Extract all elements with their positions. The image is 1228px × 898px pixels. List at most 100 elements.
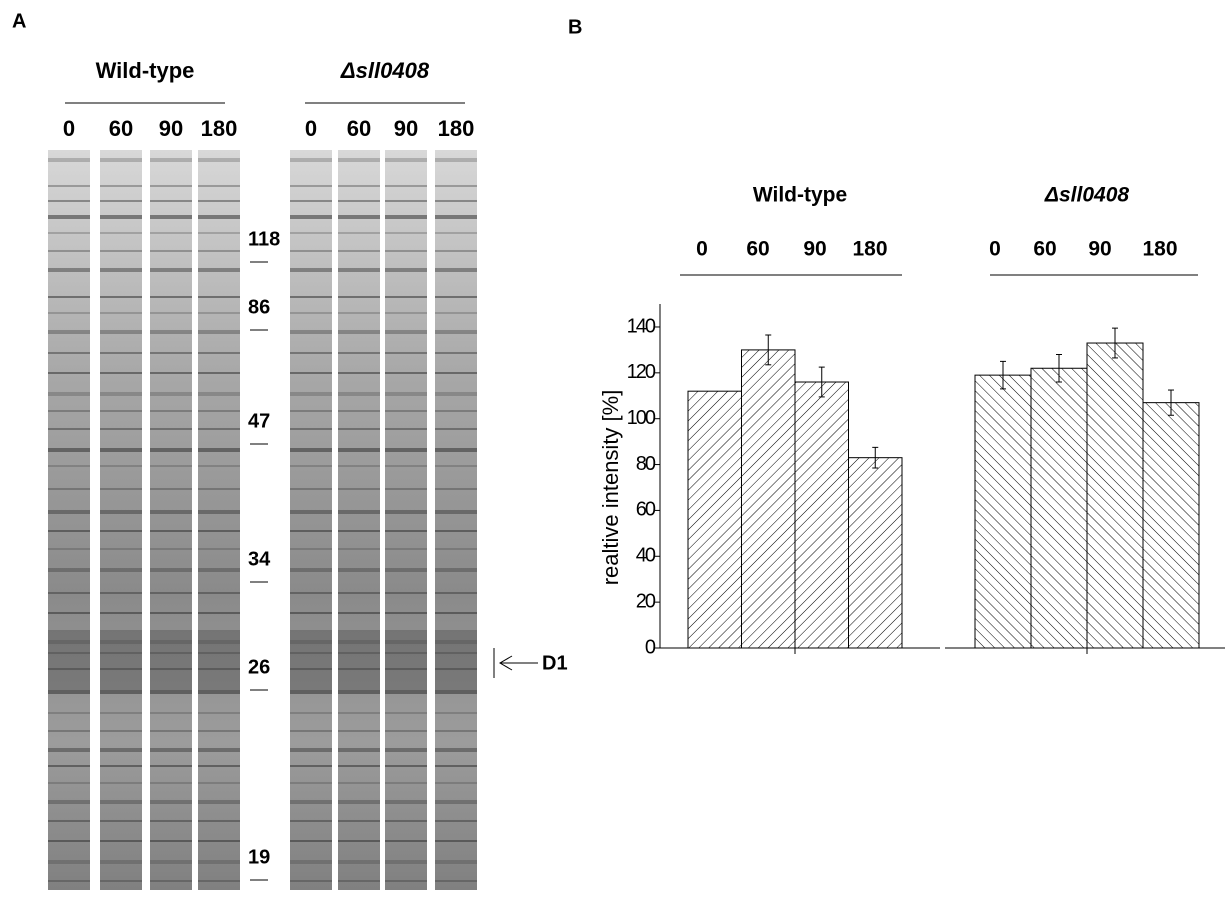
gel-band bbox=[435, 465, 477, 467]
gel-band bbox=[338, 448, 380, 452]
gel-d1 bbox=[338, 630, 380, 690]
gel-d1 bbox=[150, 630, 192, 690]
gel-band bbox=[150, 712, 192, 714]
gel-band bbox=[150, 800, 192, 804]
gel-band bbox=[290, 820, 332, 822]
bar bbox=[1086, 342, 1144, 649]
gel-band bbox=[385, 330, 427, 334]
gel-band bbox=[338, 372, 380, 374]
gel-band bbox=[385, 296, 427, 298]
gel-band bbox=[48, 652, 90, 654]
gel-band bbox=[100, 465, 142, 467]
gel-band bbox=[385, 530, 427, 532]
gel-band bbox=[290, 232, 332, 234]
y-tick-label: 20 bbox=[636, 590, 656, 612]
gel-band bbox=[290, 640, 332, 644]
gel-band bbox=[48, 530, 90, 532]
gel-lane bbox=[198, 150, 240, 890]
gel-band bbox=[435, 232, 477, 234]
gel-band bbox=[198, 840, 240, 842]
group-label: Wild-type bbox=[96, 58, 195, 83]
gel-band bbox=[435, 296, 477, 298]
gel-band bbox=[100, 185, 142, 187]
gel-band bbox=[290, 530, 332, 532]
gel-band bbox=[150, 612, 192, 614]
gel-band bbox=[100, 668, 142, 670]
y-tick-label: 40 bbox=[636, 545, 656, 567]
gel-band bbox=[290, 352, 332, 354]
gel-d1 bbox=[435, 630, 477, 690]
gel-band bbox=[290, 860, 332, 864]
gel-band bbox=[435, 612, 477, 614]
gel-band bbox=[100, 860, 142, 864]
gel-band bbox=[338, 652, 380, 654]
gel-band bbox=[100, 592, 142, 594]
gel-band bbox=[150, 820, 192, 822]
gel-band bbox=[48, 488, 90, 490]
gel-band bbox=[435, 410, 477, 412]
gel-band bbox=[385, 820, 427, 822]
gel-band bbox=[385, 860, 427, 864]
gel-band bbox=[100, 296, 142, 298]
x-tick-label: 90 bbox=[803, 238, 826, 261]
bar bbox=[1142, 402, 1200, 649]
gel-band bbox=[48, 690, 90, 694]
gel-band bbox=[48, 860, 90, 864]
gel-band bbox=[100, 312, 142, 314]
gel-band bbox=[48, 840, 90, 842]
gel-band bbox=[198, 530, 240, 532]
gel-band bbox=[385, 250, 427, 252]
d1-arrowhead bbox=[499, 655, 513, 671]
gel-band bbox=[290, 158, 332, 162]
gel-band bbox=[150, 568, 192, 572]
gel-band bbox=[100, 548, 142, 550]
gel-band bbox=[198, 352, 240, 354]
gel-band bbox=[100, 690, 142, 694]
gel-band bbox=[290, 250, 332, 252]
gel-band bbox=[290, 510, 332, 514]
gel-band bbox=[48, 510, 90, 514]
gel-band bbox=[385, 232, 427, 234]
gel-band bbox=[290, 488, 332, 490]
y-tick-label: 100 bbox=[627, 407, 656, 429]
gel-band bbox=[100, 568, 142, 572]
gel-band bbox=[48, 765, 90, 767]
gel-band bbox=[150, 765, 192, 767]
gel-band bbox=[150, 372, 192, 374]
gel-band bbox=[150, 748, 192, 752]
gel-band bbox=[48, 448, 90, 452]
gel-band bbox=[150, 548, 192, 550]
gel-band bbox=[150, 860, 192, 864]
gel-band bbox=[198, 730, 240, 732]
gel-band bbox=[150, 296, 192, 298]
panel-title: Wild-type bbox=[753, 184, 847, 207]
gel-band bbox=[150, 200, 192, 202]
panel-label: B bbox=[568, 16, 582, 38]
gel-band bbox=[100, 428, 142, 430]
gel-band bbox=[435, 860, 477, 864]
gel-band bbox=[198, 215, 240, 219]
gel-lane bbox=[290, 150, 332, 890]
gel-band bbox=[435, 352, 477, 354]
gel-d1 bbox=[385, 630, 427, 690]
gel-band bbox=[100, 612, 142, 614]
gel-band bbox=[385, 880, 427, 882]
gel-lane bbox=[435, 150, 477, 890]
gel-band bbox=[290, 185, 332, 187]
gel-band bbox=[435, 730, 477, 732]
gel-band bbox=[198, 690, 240, 694]
gel-band bbox=[290, 215, 332, 219]
gel-band bbox=[435, 880, 477, 882]
gel-band bbox=[150, 840, 192, 842]
gel-band bbox=[48, 410, 90, 412]
gel-band bbox=[100, 268, 142, 272]
gel-band bbox=[435, 652, 477, 654]
gel-band bbox=[150, 465, 192, 467]
gel-band bbox=[198, 465, 240, 467]
gel-band bbox=[385, 748, 427, 752]
gel-band bbox=[290, 765, 332, 767]
panel-title: Δsll0408 bbox=[1044, 184, 1129, 207]
gel-band bbox=[435, 592, 477, 594]
gel-band bbox=[198, 800, 240, 804]
